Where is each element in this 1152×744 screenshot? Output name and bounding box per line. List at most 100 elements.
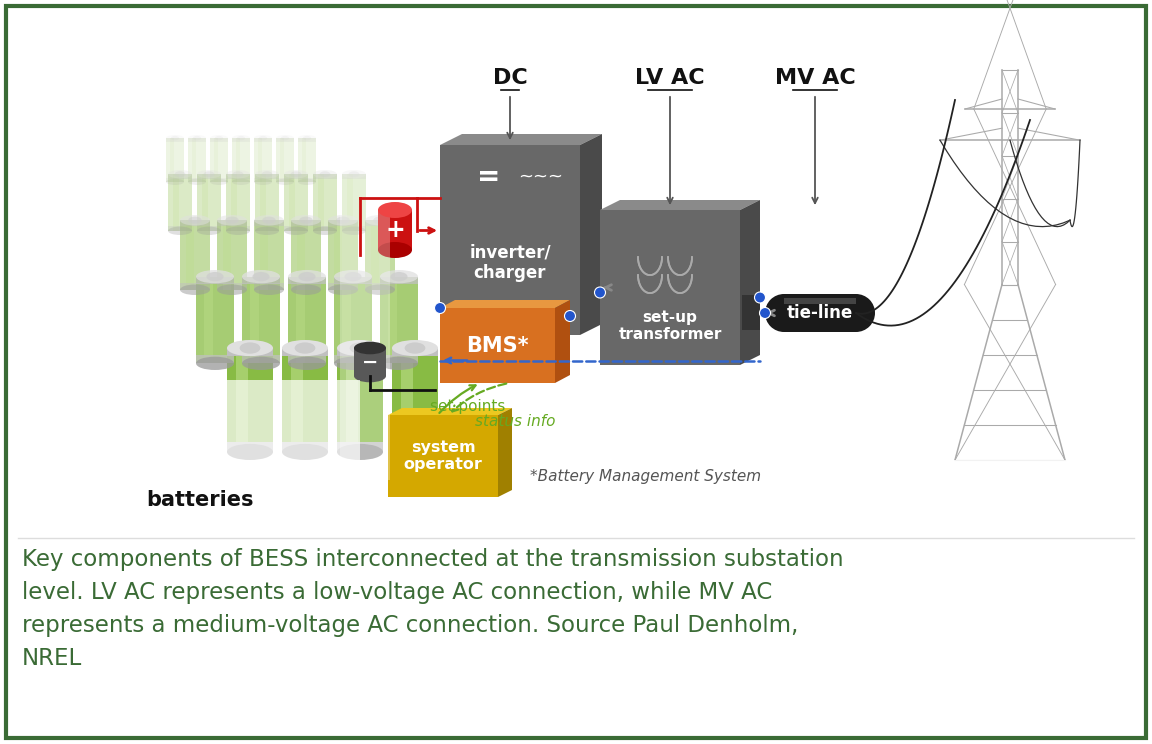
Ellipse shape (196, 270, 234, 283)
Polygon shape (440, 134, 602, 145)
Polygon shape (555, 300, 570, 383)
Ellipse shape (319, 171, 331, 177)
Bar (440, 308, 555, 383)
Polygon shape (440, 300, 570, 308)
Bar (328, 220, 358, 226)
Ellipse shape (338, 340, 382, 356)
Bar (440, 145, 579, 335)
Ellipse shape (196, 356, 234, 370)
Ellipse shape (227, 444, 273, 460)
Bar (258, 138, 263, 182)
Bar (253, 283, 285, 289)
Ellipse shape (197, 170, 221, 179)
Bar (342, 225, 366, 231)
Bar (242, 356, 280, 363)
Ellipse shape (288, 356, 326, 370)
Bar (291, 220, 321, 226)
Bar (285, 174, 308, 231)
Bar (197, 174, 221, 179)
Text: tie-line: tie-line (787, 304, 854, 322)
Bar (166, 138, 184, 141)
Ellipse shape (237, 136, 245, 141)
Bar (173, 174, 179, 231)
Bar (313, 174, 338, 179)
Text: set points: set points (430, 399, 506, 414)
Bar (380, 277, 418, 283)
Ellipse shape (342, 170, 366, 179)
Circle shape (434, 303, 446, 313)
Bar (785, 298, 856, 304)
Bar (380, 277, 418, 363)
Bar (296, 277, 305, 363)
FancyBboxPatch shape (6, 6, 1146, 738)
Bar (380, 356, 418, 363)
Bar (282, 348, 328, 452)
Text: MV AC: MV AC (774, 68, 856, 88)
Ellipse shape (303, 136, 311, 141)
Ellipse shape (206, 272, 223, 281)
Bar (302, 138, 306, 182)
Bar (342, 277, 351, 363)
Bar (288, 277, 326, 363)
Ellipse shape (291, 284, 321, 295)
Ellipse shape (313, 170, 338, 179)
Ellipse shape (166, 135, 184, 141)
Bar (188, 138, 206, 141)
Text: system
operator: system operator (403, 440, 483, 472)
Ellipse shape (204, 171, 214, 177)
Bar (388, 415, 498, 497)
Bar (197, 174, 221, 231)
Bar (227, 348, 273, 452)
Bar (354, 348, 386, 376)
Bar (253, 220, 285, 289)
Bar (392, 348, 438, 356)
Ellipse shape (282, 444, 328, 460)
Ellipse shape (349, 171, 359, 177)
Text: LV AC: LV AC (635, 68, 705, 88)
Bar (342, 174, 366, 231)
Ellipse shape (291, 215, 321, 225)
Bar (785, 294, 856, 332)
Ellipse shape (210, 135, 228, 141)
Bar (288, 356, 326, 363)
Ellipse shape (338, 444, 382, 460)
Ellipse shape (168, 170, 192, 179)
Bar (232, 138, 250, 141)
Ellipse shape (378, 242, 412, 258)
Bar (365, 283, 395, 289)
Ellipse shape (252, 272, 270, 281)
Ellipse shape (240, 342, 260, 353)
Ellipse shape (188, 179, 206, 185)
Ellipse shape (285, 227, 308, 235)
Bar (213, 138, 218, 182)
Bar (347, 174, 353, 231)
Bar (342, 174, 366, 179)
Polygon shape (388, 408, 511, 415)
Bar (188, 178, 206, 182)
Bar (217, 283, 247, 289)
Text: BMS*: BMS* (467, 336, 529, 356)
Bar (166, 138, 184, 182)
Ellipse shape (350, 342, 370, 353)
Bar (298, 138, 316, 141)
Bar (291, 220, 321, 289)
Bar (217, 220, 247, 289)
Bar (217, 220, 247, 226)
Bar (282, 443, 328, 452)
Ellipse shape (166, 179, 184, 185)
Ellipse shape (276, 135, 294, 141)
Bar (169, 138, 174, 182)
Ellipse shape (253, 215, 285, 225)
Ellipse shape (253, 179, 272, 185)
Bar (180, 283, 210, 289)
Bar (318, 174, 324, 231)
Ellipse shape (215, 136, 223, 141)
Polygon shape (740, 200, 760, 365)
Bar (250, 277, 259, 363)
Bar (328, 220, 358, 289)
Ellipse shape (188, 217, 202, 224)
Bar (742, 295, 760, 330)
Ellipse shape (288, 270, 326, 283)
Bar (253, 220, 285, 226)
Polygon shape (579, 134, 602, 335)
